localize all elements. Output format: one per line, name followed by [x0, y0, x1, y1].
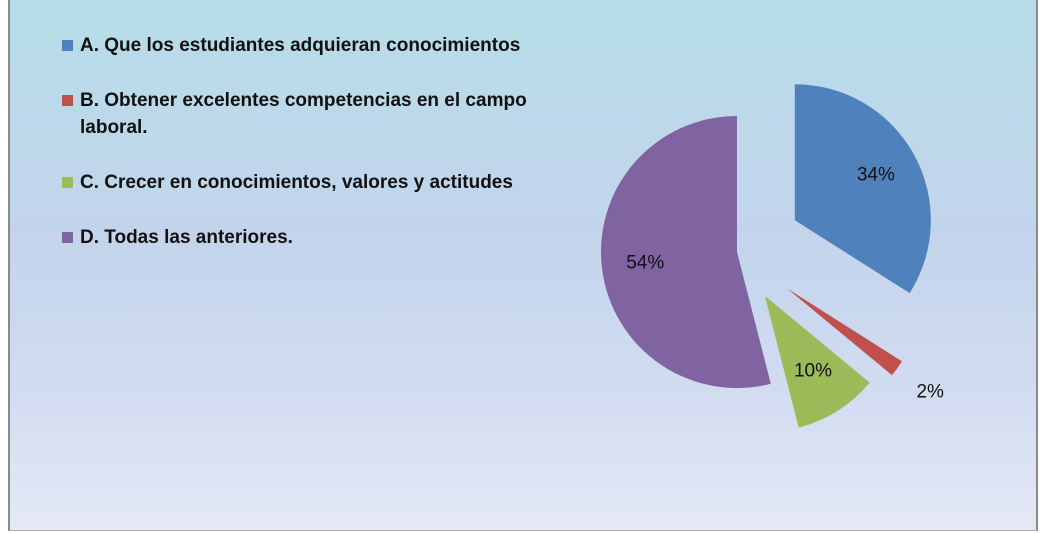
- legend-swatch: [62, 40, 73, 51]
- legend-swatch: [62, 177, 73, 188]
- pie-slice: [787, 288, 902, 376]
- legend-label: D. Todas las anteriores.: [80, 227, 293, 248]
- legend-item: D. Todas las anteriores.: [62, 224, 595, 251]
- pie-slice: [764, 295, 870, 428]
- legend-swatch: [62, 232, 73, 243]
- legend-label: C. Crecer en conocimientos, valores y ac…: [80, 172, 513, 193]
- legend-swatch: [62, 95, 73, 106]
- data-label: 10%: [794, 361, 832, 382]
- legend-label: B. Obtener excelentes competencias en el…: [80, 90, 527, 138]
- pie-slice: [794, 84, 931, 294]
- data-label: 54%: [626, 253, 664, 274]
- data-label: 2%: [916, 381, 944, 402]
- legend: A. Que los estudiantes adquieran conocim…: [62, 32, 602, 279]
- pie-slice: [601, 116, 771, 389]
- legend-item: A. Que los estudiantes adquieran conocim…: [62, 32, 595, 59]
- legend-label: A. Que los estudiantes adquieran conocim…: [80, 35, 521, 56]
- legend-item: C. Crecer en conocimientos, valores y ac…: [62, 169, 595, 196]
- legend-item: B. Obtener excelentes competencias en el…: [62, 87, 595, 141]
- data-label: 34%: [857, 165, 895, 186]
